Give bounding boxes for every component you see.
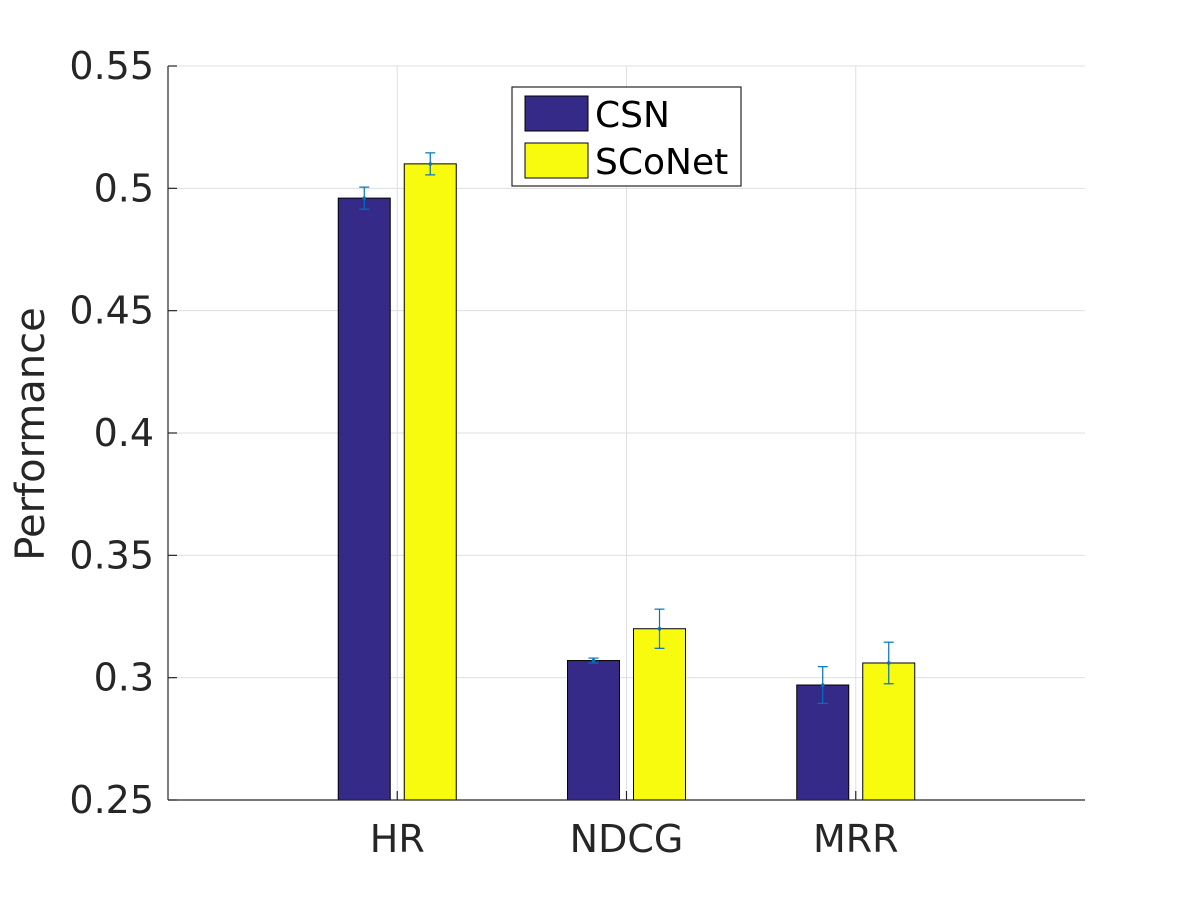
x-tick-label-mrr: MRR — [813, 817, 899, 861]
y-tick-label: 0.25 — [69, 778, 154, 822]
error-bar — [883, 641, 894, 685]
legend: CSN SCoNet — [511, 86, 742, 187]
legend-label-csn: CSN — [595, 95, 670, 136]
bar-csn-ndcg — [567, 660, 620, 801]
y-tick-label: 0.45 — [69, 289, 154, 333]
legend-swatch-csn — [524, 95, 589, 132]
error-bar — [817, 666, 828, 704]
bar-sconet-hr — [403, 163, 457, 801]
x-tick-label-ndcg: NDCG — [570, 817, 684, 861]
bar-csn-hr — [337, 197, 391, 801]
bars — [337, 152, 916, 801]
bar-sconet-ndcg — [633, 628, 686, 801]
bar-csn-mrr — [796, 684, 850, 801]
legend-label-sconet: SCoNet — [595, 142, 728, 183]
axes — [167, 65, 1085, 801]
error-bar — [425, 152, 436, 176]
error-bar — [588, 657, 599, 664]
y-tick-label: 0.4 — [94, 411, 154, 455]
y-tick-labels: 0.25 0.3 0.35 0.4 0.45 0.5 0.55 — [69, 44, 154, 822]
y-tick-label: 0.3 — [94, 656, 154, 700]
bar-sconet-mrr — [862, 662, 916, 801]
y-tick-label: 0.35 — [69, 533, 154, 577]
y-tick-label: 0.5 — [94, 166, 154, 210]
grid — [168, 65, 1085, 801]
error-bar — [654, 608, 665, 649]
x-tick-label-hr: HR — [370, 817, 425, 861]
y-tick-label: 0.55 — [69, 44, 154, 88]
y-axis-label: Performance — [8, 307, 54, 560]
x-tick-labels: HR NDCG MRR — [370, 817, 899, 861]
error-bar — [359, 186, 370, 210]
legend-swatch-sconet — [524, 142, 589, 179]
